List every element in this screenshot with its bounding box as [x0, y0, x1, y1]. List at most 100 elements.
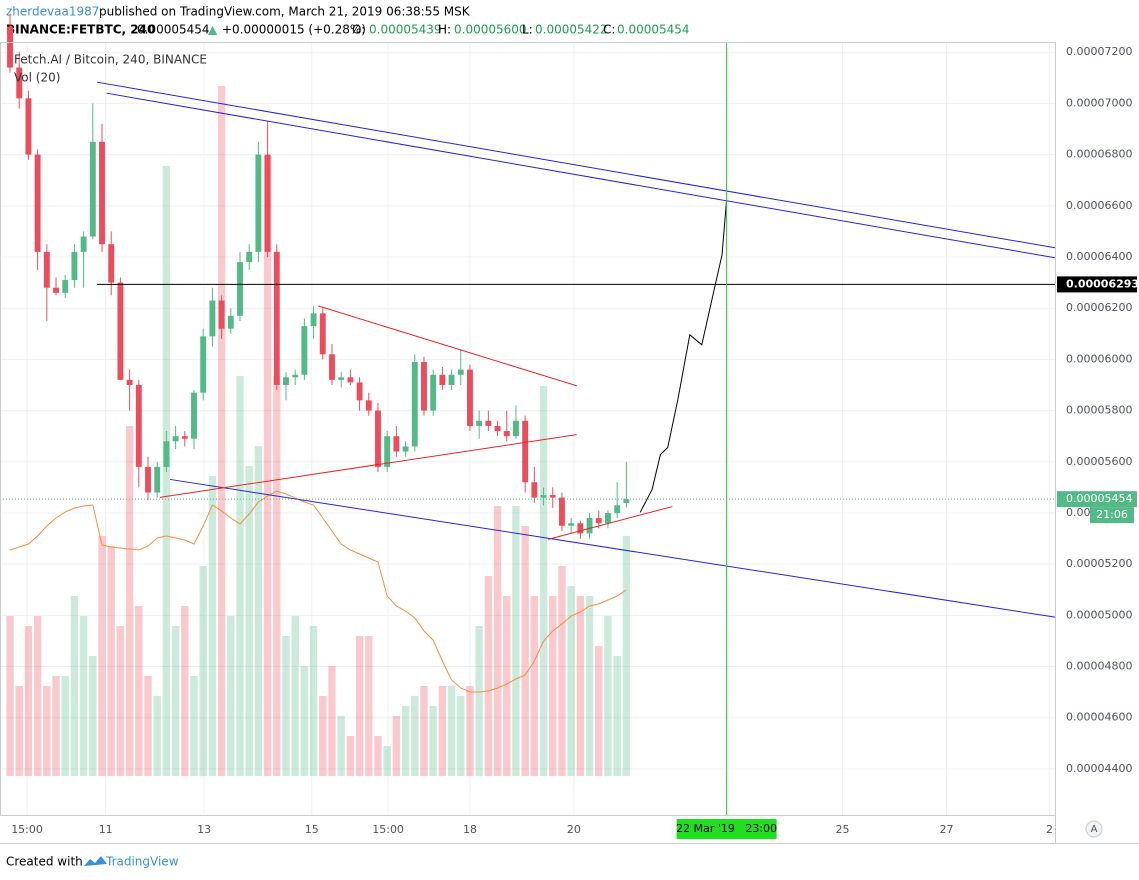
y-tick-label: 0.00006400	[1066, 250, 1132, 263]
candle-body	[25, 98, 32, 155]
volume-bar	[549, 596, 557, 776]
trend-line	[96, 81, 1056, 249]
y-tick-label: 0.00005200	[1066, 557, 1132, 570]
c: 0.00005454	[617, 23, 690, 37]
x-tick-label: 11	[99, 823, 113, 836]
trend-line	[106, 92, 1056, 259]
volume-bar	[52, 676, 60, 776]
volume-bar	[420, 686, 428, 776]
candle-body	[62, 280, 69, 293]
volume-bar	[24, 626, 33, 776]
scale-button[interactable]	[1085, 820, 1103, 838]
candle-body	[375, 410, 381, 467]
countdown-box	[1090, 507, 1134, 524]
y-tick-label: 0.00006800	[1066, 148, 1132, 161]
candle-body	[154, 466, 161, 493]
trend-line	[318, 305, 577, 387]
volume-bar	[125, 426, 134, 776]
volume-bar	[181, 606, 189, 776]
o-key: O:	[352, 23, 365, 37]
volume-bar	[604, 616, 612, 776]
volume-bar	[346, 736, 355, 776]
crosshair-box	[676, 819, 777, 839]
x-tick-label: 15	[305, 823, 319, 836]
candle-body	[356, 382, 363, 401]
x-tick-label: 18	[463, 823, 477, 836]
candle-body	[467, 369, 473, 426]
trend-line	[159, 434, 577, 498]
candle-body	[163, 441, 170, 467]
candle-body	[402, 446, 409, 452]
candle-body	[7, 26, 13, 68]
candle-body	[549, 495, 556, 498]
volume-bar	[33, 616, 42, 776]
candle-body	[126, 379, 133, 385]
l: 0.00005422	[535, 23, 608, 37]
scale-mode[interactable]: A	[1091, 824, 1098, 835]
candle-body	[135, 384, 142, 467]
candle-body	[411, 361, 418, 447]
candle-body	[292, 374, 299, 378]
candle-body	[513, 420, 519, 437]
candle-body	[218, 300, 225, 329]
volume-bar	[61, 676, 69, 776]
candle-body	[430, 374, 437, 411]
candle-body	[108, 244, 115, 283]
candle-body	[614, 505, 621, 513]
y-tick-label: 0.00004800	[1066, 660, 1132, 673]
volume-label: Vol (20)	[14, 71, 60, 85]
candle-body	[200, 336, 207, 393]
candle-body	[89, 141, 96, 237]
created-with: Created with	[6, 855, 83, 869]
candle-body	[34, 154, 41, 252]
x-tick-label: 20	[567, 823, 581, 836]
volume-ma	[9, 490, 627, 693]
volume-bar	[89, 656, 97, 776]
x-tick-label: 13	[197, 823, 211, 836]
volume-bar	[484, 576, 493, 776]
volume-bar	[512, 506, 520, 776]
candle-body	[43, 251, 50, 288]
volume-bar	[98, 536, 106, 776]
candle-body	[421, 361, 427, 411]
candle-body	[273, 251, 280, 385]
candle-body	[319, 313, 326, 355]
candle-body	[117, 282, 124, 380]
volume-bar	[263, 156, 272, 776]
candle-body	[53, 287, 59, 293]
volume-bar	[328, 666, 336, 776]
y-tick-label: 0.00006600	[1066, 199, 1132, 212]
candle-body	[227, 315, 234, 329]
price-label: 0.00006293	[1066, 277, 1139, 290]
trend-line	[548, 506, 673, 540]
volume-bar	[116, 626, 125, 776]
volume-bar	[576, 596, 585, 776]
volume-bar	[383, 746, 391, 776]
candle-body	[540, 495, 547, 498]
symbol: BINANCE:FETBTC, 240	[6, 23, 155, 37]
candle-body	[255, 154, 262, 252]
change: +0.00000015 (+0.28%)	[222, 23, 366, 37]
candle-body	[623, 499, 630, 503]
crosshair-label: 22 Mar '19 23:00	[676, 822, 777, 835]
volume-bar	[530, 596, 539, 776]
candle-body	[604, 512, 611, 524]
volume-bar	[429, 706, 437, 776]
volume-bar	[199, 566, 207, 776]
trend-line	[639, 199, 728, 513]
volume-bar	[558, 566, 566, 776]
candle-body	[191, 392, 197, 439]
volume-bar	[319, 696, 327, 776]
candle-body	[476, 420, 483, 426]
candle-body	[209, 300, 216, 337]
volume-bar	[447, 686, 456, 776]
volume-bar	[309, 626, 318, 776]
candle-body	[568, 523, 575, 526]
brand[interactable]: TradingView	[105, 855, 179, 869]
x-tick-label: 2	[1046, 823, 1053, 836]
candle-body	[329, 354, 335, 380]
author[interactable]: zherdevaa1987	[6, 5, 99, 19]
volume-bar	[438, 686, 447, 776]
volume-bar	[43, 686, 51, 776]
y-tick-label: 0.00004600	[1066, 711, 1132, 724]
